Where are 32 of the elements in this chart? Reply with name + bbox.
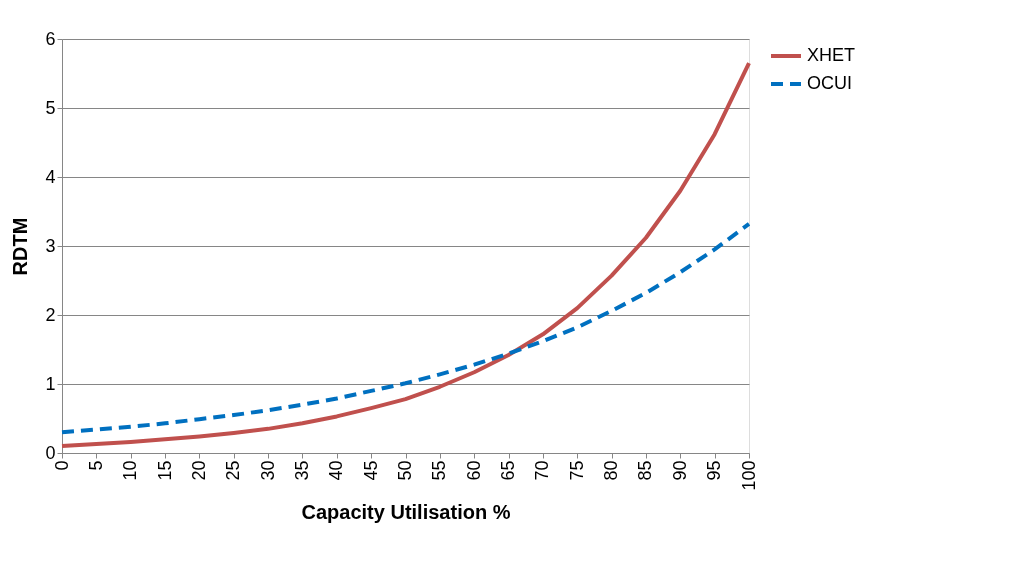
x-tick-label: 80 xyxy=(601,460,622,481)
x-tick-label: 35 xyxy=(291,460,312,481)
line-series xyxy=(60,221,751,435)
x-tick-label: 15 xyxy=(154,460,175,481)
x-tick-label: 10 xyxy=(120,460,141,481)
x-tick-label: 20 xyxy=(188,460,209,481)
x-tick-label: 5 xyxy=(85,460,106,471)
x-tick-label: 25 xyxy=(223,460,244,481)
y-tick-label: 4 xyxy=(45,166,56,187)
line-series xyxy=(60,61,751,449)
legend-label: OCUI xyxy=(807,73,852,93)
x-tick-label: 100 xyxy=(738,460,759,491)
x-tick-label: 45 xyxy=(360,460,381,481)
y-tick-label: 3 xyxy=(45,235,56,256)
x-tick-label: 50 xyxy=(395,460,415,481)
x-tick-label: 30 xyxy=(257,460,278,481)
x-tick-label: 40 xyxy=(326,460,347,481)
x-tick-label: 55 xyxy=(429,460,450,481)
y-tick-label: 1 xyxy=(45,373,56,394)
y-axis-title: RDTM xyxy=(9,217,32,276)
x-axis-title: Capacity Utilisation % xyxy=(301,500,511,523)
x-tick-label: 95 xyxy=(704,460,725,481)
legend-label: XHET xyxy=(807,45,856,65)
x-tick-label: 85 xyxy=(635,460,656,481)
x-tick-label: 70 xyxy=(532,460,553,481)
y-tick-label: 2 xyxy=(45,304,56,325)
x-tick-label: 60 xyxy=(463,460,484,481)
y-tick-label: 5 xyxy=(45,97,56,118)
x-tick-label: 65 xyxy=(498,460,519,481)
y-tick-label: 6 xyxy=(45,28,56,49)
x-tick-label: 75 xyxy=(566,460,587,481)
x-tick-label: 90 xyxy=(669,460,690,481)
